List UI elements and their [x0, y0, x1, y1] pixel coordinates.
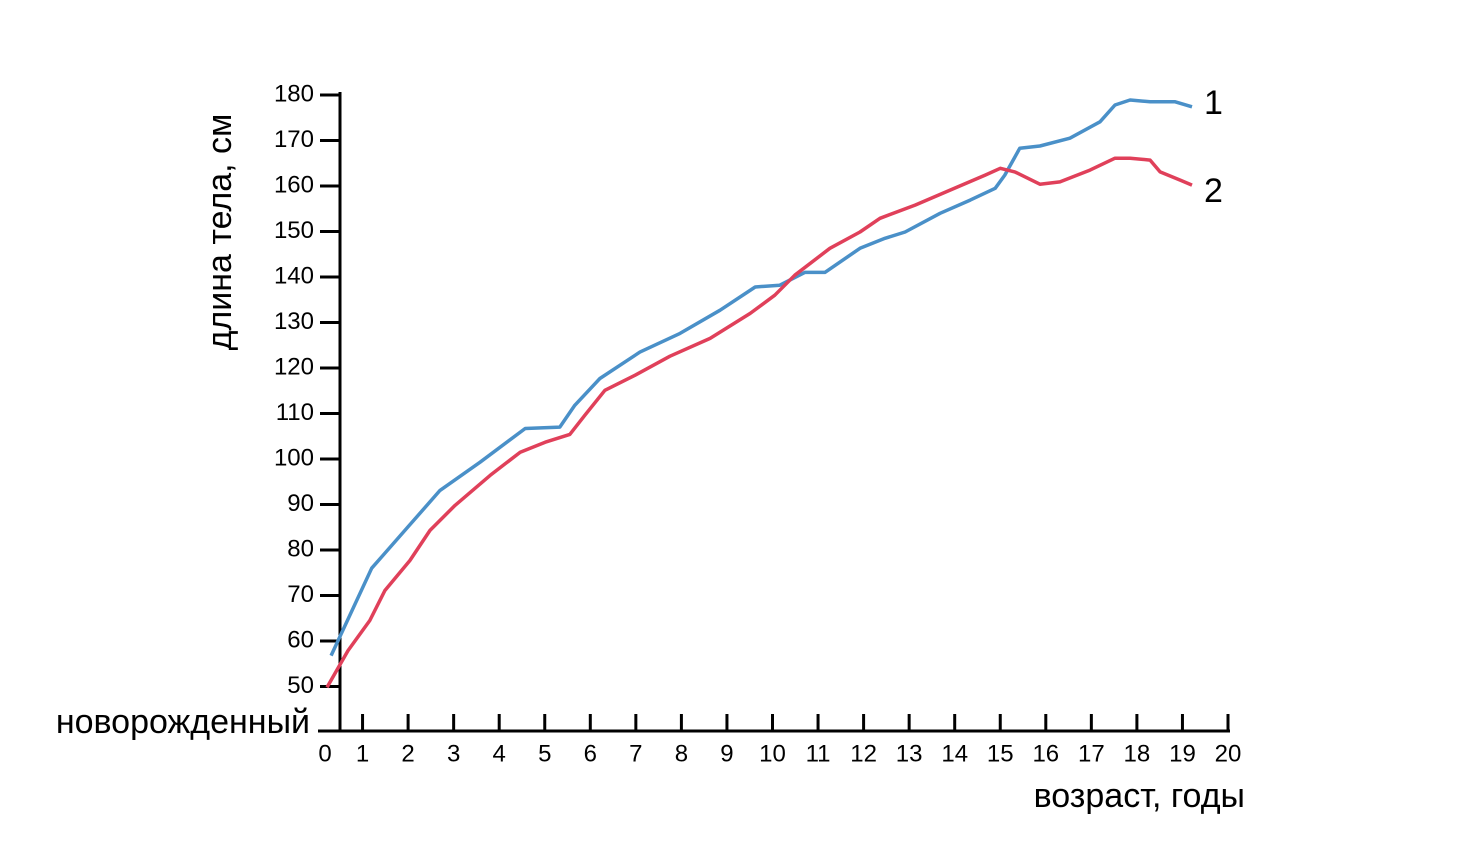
x-tick-label: 18 [1124, 740, 1151, 767]
y-tick-label: 60 [287, 626, 314, 653]
y-tick-label: 150 [274, 217, 314, 244]
annotation: новорожденный [56, 703, 310, 741]
x-tick-label: 2 [401, 740, 414, 767]
y-axis-label: длина тела, см [201, 114, 239, 351]
x-tick-label: 14 [941, 740, 968, 767]
y-tick-label: 130 [274, 308, 314, 335]
x-tick-label: 12 [850, 740, 877, 767]
series-line [325, 156, 1193, 689]
x-tick-label: 11 [806, 740, 831, 767]
x-tick-label: 1 [356, 740, 369, 767]
x-tick-label: 7 [629, 740, 642, 767]
x-tick-label: 3 [447, 740, 460, 767]
y-tick-label: 180 [274, 80, 314, 107]
x-tick-label: 6 [584, 740, 597, 767]
x-tick-label: 4 [493, 740, 506, 767]
x-tick-label: 13 [896, 740, 923, 767]
y-tick-label: 160 [274, 171, 314, 198]
series-label: 1 [1204, 84, 1223, 122]
x-tick-label: 5 [538, 740, 551, 767]
y-tick-label: 140 [274, 262, 314, 289]
y-tick-label: 90 [287, 490, 314, 517]
y-tick-label: 50 [287, 672, 314, 699]
y-tick-label: 170 [274, 126, 314, 153]
y-tick-label: 70 [287, 581, 314, 608]
x-tick-label: 17 [1078, 740, 1105, 767]
x-tick-label: 16 [1032, 740, 1059, 767]
y-tick-label: 100 [274, 444, 314, 471]
x-tick-label: 20 [1215, 740, 1242, 767]
y-tick-label: 80 [287, 535, 314, 562]
x-axis-label: возраст, годы [1034, 777, 1245, 815]
series-line [329, 98, 1193, 657]
x-tick-label: 0 [318, 740, 331, 767]
x-tick-label: 9 [720, 740, 733, 767]
series-label: 2 [1204, 172, 1223, 210]
x-tick-label: 8 [675, 740, 688, 767]
y-tick-label: 110 [276, 399, 314, 426]
x-tick-label: 10 [759, 740, 786, 767]
y-tick-label: 120 [274, 353, 314, 380]
x-tick-label: 15 [987, 740, 1014, 767]
x-tick-label: 19 [1169, 740, 1196, 767]
